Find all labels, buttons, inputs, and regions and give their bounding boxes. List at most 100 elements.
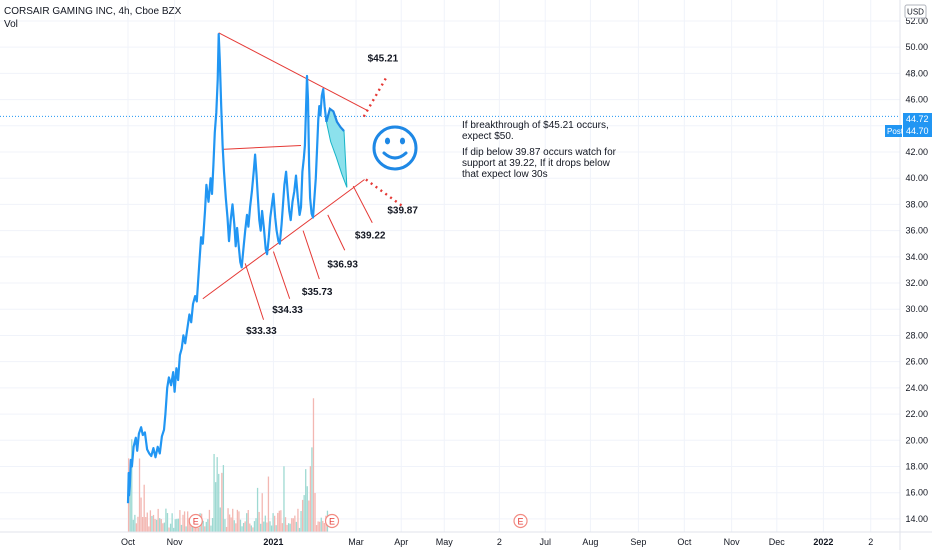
x-tick-label: Apr [394, 537, 408, 547]
trendlines [202, 32, 403, 300]
volume-bar [145, 517, 147, 532]
y-tick-label: 46.00 [905, 95, 928, 105]
trendline-descending-resistance [218, 32, 367, 111]
volume-bar [216, 457, 218, 532]
y-tick-label: 32.00 [905, 278, 928, 288]
header: CORSAIR GAMING INC, 4h, Cboe BZX Vol [4, 6, 182, 30]
volume-bar [162, 523, 164, 532]
volume-bar [157, 508, 159, 532]
volume-bar [193, 525, 195, 532]
y-tick-label: 30.00 [905, 304, 928, 314]
volume-bar [180, 524, 183, 532]
volume-bar [246, 513, 248, 532]
volume-bar [306, 486, 308, 532]
y-tick-label: 18.00 [905, 461, 928, 471]
volume-bar [165, 508, 167, 532]
svg-text:44.72: 44.72 [906, 114, 929, 124]
marker-label: $39.87 [387, 206, 418, 217]
x-tick-label: 2021 [263, 537, 283, 547]
x-tick-label: Jul [539, 537, 551, 547]
volume-bar [134, 514, 136, 532]
marker-label: $45.21 [368, 54, 399, 65]
volume-bar [235, 523, 237, 532]
volume-label: Vol [4, 19, 18, 30]
trendline-mid-level [221, 144, 301, 150]
volume-bar [232, 508, 234, 532]
volume-bar [236, 509, 239, 532]
note-line-4: support at 39.22, If it drops below [462, 158, 611, 169]
volume-bar [202, 520, 204, 532]
marker-line [352, 185, 373, 223]
x-tick-label: Nov [167, 537, 184, 547]
volume-bar [269, 521, 271, 532]
marker-line [244, 263, 265, 320]
volume-bar [277, 512, 279, 532]
volume-bar [160, 518, 162, 532]
volume-bar [258, 511, 260, 532]
grid [0, 0, 900, 532]
svg-text:44.70: 44.70 [906, 126, 929, 136]
volume-bar [263, 521, 265, 532]
volume-bar [149, 510, 152, 532]
earnings-icon [513, 513, 528, 529]
x-tick-label: 2 [497, 537, 502, 547]
volume-bar [305, 469, 307, 532]
note-line-5: that expect low 30s [462, 169, 548, 180]
x-tick-label: Dec [769, 537, 786, 547]
volume-bar [210, 525, 212, 532]
volume-bar [179, 510, 181, 532]
x-tick-label: Nov [724, 537, 741, 547]
marker-line [272, 251, 291, 299]
volume-bar [278, 510, 280, 532]
volume-bar [319, 521, 321, 532]
volume-bar [247, 509, 249, 532]
volume-bar [225, 526, 228, 532]
volume-bar [281, 523, 284, 532]
volume-bar [241, 526, 243, 532]
y-tick-label: 50.00 [905, 42, 928, 52]
volume-bar [152, 514, 155, 532]
volume-bar [280, 510, 282, 532]
x-tick-label: May [436, 537, 454, 547]
volume-bar [294, 515, 296, 532]
volume-bar [283, 466, 285, 532]
volume-bar [211, 518, 214, 532]
volume-bar [182, 514, 184, 532]
earnings-marker-label: E [329, 517, 335, 527]
volume-bar [303, 495, 305, 532]
y-tick-label: 26.00 [905, 357, 928, 367]
volume-bar [308, 500, 310, 532]
volume-bar [286, 524, 288, 532]
volume-bar [267, 476, 270, 532]
volume-bar [230, 517, 232, 532]
earnings-marker-label: E [518, 517, 524, 527]
svg-text:USD: USD [907, 8, 924, 17]
marker-label: $36.93 [327, 259, 358, 270]
volume-bar [187, 511, 189, 532]
volume-bar [284, 517, 287, 532]
volume-bar [261, 493, 263, 532]
volume-bar [298, 527, 301, 532]
volume-bar [219, 507, 221, 532]
symbol-title: CORSAIR GAMING INC, 4h, Cboe BZX [4, 6, 182, 17]
volume-bar [274, 515, 276, 532]
volume-bar [301, 499, 304, 532]
volume-bar [287, 523, 290, 532]
svg-text:Post: Post [887, 127, 904, 136]
y-tick-label: 36.00 [905, 226, 928, 236]
trendline-resistance-extension [362, 76, 388, 118]
note-line-1: If breakthrough of $45.21 occurs, [462, 120, 609, 131]
annotations: $33.33 $34.33 $35.73 $36.93 $39.22 $45.21 $39.… [188, 54, 528, 529]
volume-bar [131, 439, 133, 532]
volume-bar [205, 521, 207, 532]
volume-bar [252, 527, 254, 532]
volume-bar [171, 513, 173, 532]
y-tick-label: 52.00 [905, 16, 928, 26]
y-tick-label: 28.00 [905, 330, 928, 340]
volume-bar [151, 515, 153, 532]
volume-bar [270, 525, 273, 532]
volume-bar [135, 523, 138, 532]
volume-bar [129, 465, 131, 532]
volume-bar [174, 519, 176, 532]
